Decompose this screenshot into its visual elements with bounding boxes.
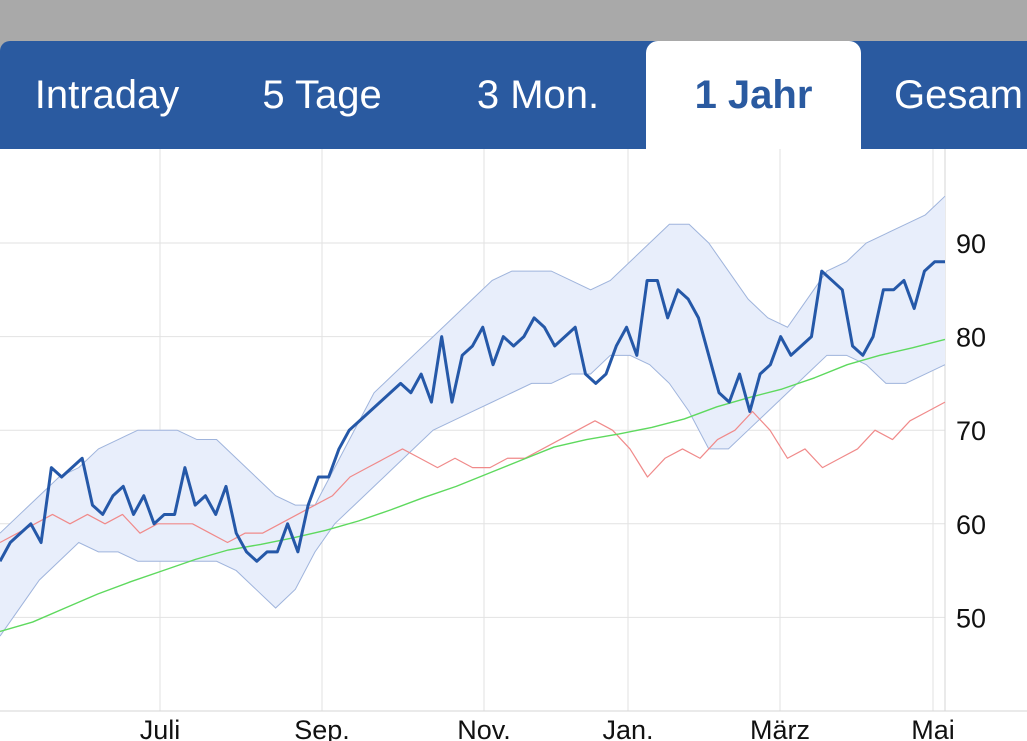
y-tick-label: 70 xyxy=(956,416,986,446)
x-tick-label: Jan. xyxy=(602,715,653,741)
y-tick-label: 90 xyxy=(956,229,986,259)
x-axis-labels: Juli Sep. Nov. Jan. März Mai xyxy=(140,715,955,741)
tab-intraday[interactable]: Intraday xyxy=(34,72,180,117)
bollinger-band xyxy=(0,195,946,637)
price-chart-area: 50 60 70 80 90 Juli Sep. Nov. Jan. März Mai xyxy=(0,149,1027,741)
timeframe-tab-bar: Intraday 5 Tage 3 Mon. 1 Jahr Gesam xyxy=(0,41,1027,149)
y-axis-labels: 50 60 70 80 90 xyxy=(956,229,986,633)
x-tick-label: Juli xyxy=(140,715,181,741)
band-area xyxy=(0,196,945,637)
tab-gesamt[interactable]: Gesam xyxy=(894,72,1023,117)
price-line xyxy=(0,260,945,563)
moving-average-line xyxy=(0,338,946,633)
comparison-line xyxy=(0,401,946,544)
x-tick-label: Nov. xyxy=(457,715,511,741)
x-tick-label: März xyxy=(750,715,810,741)
y-tick-label: 60 xyxy=(956,510,986,540)
x-tick-label: Sep. xyxy=(294,715,350,741)
x-tick-label: Mai xyxy=(911,715,955,741)
tab-1-jahr[interactable]: 1 Jahr xyxy=(646,41,861,149)
chart-series xyxy=(0,260,946,633)
price-chart[interactable]: 50 60 70 80 90 Juli Sep. Nov. Jan. März Mai xyxy=(0,149,1027,741)
y-tick-label: 50 xyxy=(956,603,986,633)
tab-3-mon[interactable]: 3 Mon. xyxy=(476,72,600,117)
band-lower-line xyxy=(0,354,946,637)
y-tick-label: 80 xyxy=(956,323,986,353)
tab-5-tage[interactable]: 5 Tage xyxy=(262,72,382,117)
band-upper-line xyxy=(0,195,946,534)
